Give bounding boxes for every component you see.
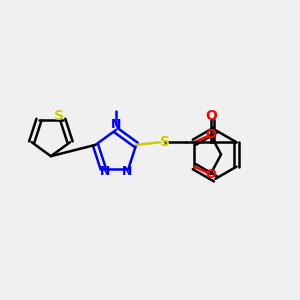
Text: N: N: [122, 165, 132, 178]
Text: O: O: [205, 128, 216, 141]
Text: O: O: [205, 168, 216, 181]
Text: S: S: [54, 109, 64, 123]
Text: N: N: [111, 118, 121, 131]
Text: S: S: [160, 135, 170, 149]
Text: O: O: [205, 109, 217, 122]
Text: N: N: [100, 165, 110, 178]
